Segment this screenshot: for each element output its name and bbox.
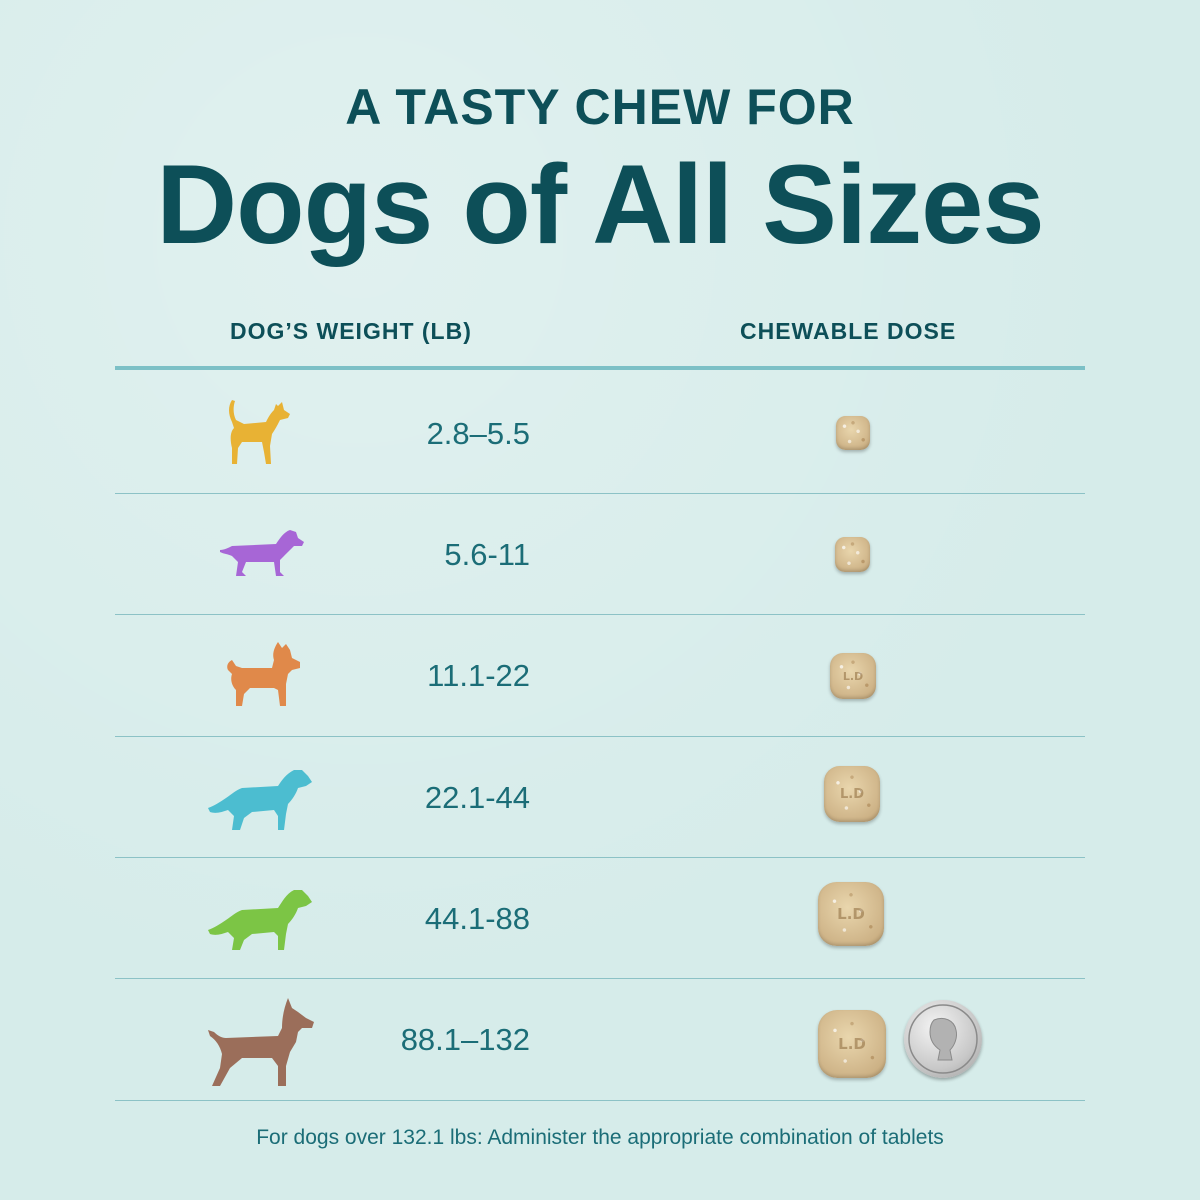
large-dog-icon	[208, 890, 312, 950]
chewable-tablet: L.D	[830, 653, 876, 699]
weight-range: 88.1–132	[400, 1022, 530, 1057]
quarter-coin-size-reference	[904, 1000, 982, 1078]
dachshund-icon	[220, 530, 304, 576]
chewable-tablet: L.D	[818, 1010, 886, 1078]
chewable-tablet	[835, 537, 870, 572]
weight-range: 5.6-11	[444, 537, 530, 572]
header-divider	[115, 366, 1085, 370]
great-dane-icon	[208, 998, 314, 1086]
row-divider	[115, 493, 1085, 494]
terrier-icon	[227, 642, 300, 706]
page-title: Dogs of All Sizes	[156, 142, 1044, 267]
weight-range: 44.1-88	[424, 901, 530, 936]
column-header-weight: DOG’S WEIGHT (LB)	[230, 318, 472, 344]
chewable-tablet	[836, 416, 870, 450]
weight-range: 11.1-22	[427, 658, 530, 693]
row-divider	[115, 978, 1085, 979]
title-top: A TASTY CHEW FOR	[345, 79, 855, 135]
small-dog-icon	[229, 400, 290, 464]
column-header-dose: CHEWABLE DOSE	[740, 318, 957, 344]
weight-range: 22.1-44	[424, 780, 530, 815]
row-divider	[115, 736, 1085, 737]
coin-profile-icon	[908, 1004, 978, 1074]
row-divider	[115, 857, 1085, 858]
chewable-tablet: L.D	[824, 766, 880, 822]
weight-range: 2.8–5.5	[426, 416, 530, 451]
row-divider	[115, 614, 1085, 615]
footnote: For dogs over 132.1 lbs: Administer the …	[256, 1126, 944, 1149]
chewable-tablet: L.D	[818, 882, 884, 946]
row-divider	[115, 1100, 1085, 1101]
medium-dog-icon	[208, 770, 312, 830]
